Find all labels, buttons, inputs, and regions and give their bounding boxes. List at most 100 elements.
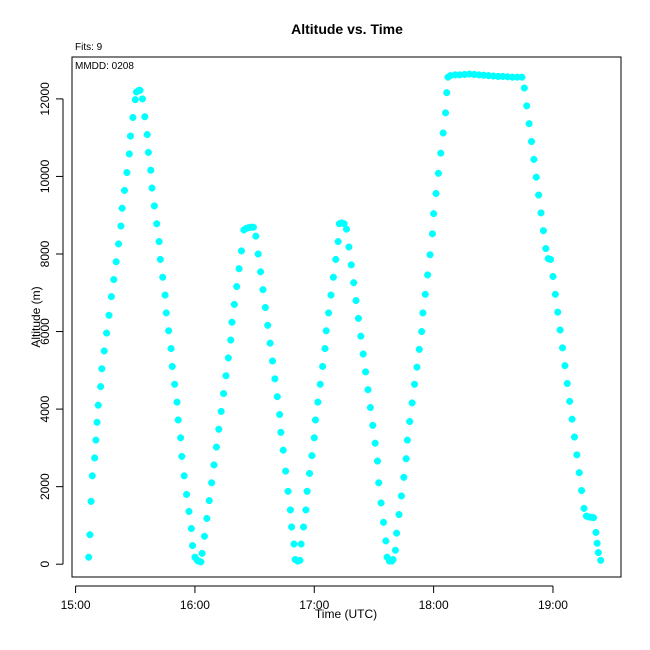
data-point <box>297 540 305 548</box>
data-point <box>161 291 169 299</box>
data-point <box>112 258 120 266</box>
data-point <box>103 329 111 337</box>
data-point <box>224 354 232 362</box>
y-axis: 0 2000 4000 6000 8000 10000 12000 <box>38 82 64 568</box>
data-point <box>327 291 335 299</box>
data-point <box>391 546 399 554</box>
data-point <box>136 86 144 94</box>
x-axis: 15:00 16:00 17:00 18:00 19:00 <box>61 585 568 612</box>
data-point <box>87 497 95 505</box>
data-points <box>85 70 605 566</box>
data-point <box>525 120 533 128</box>
data-point <box>183 490 191 498</box>
data-point <box>403 436 411 444</box>
data-point <box>288 523 296 531</box>
data-point <box>554 308 562 316</box>
data-point <box>259 286 267 294</box>
data-point <box>141 113 149 121</box>
data-point <box>428 230 436 238</box>
data-point <box>578 486 586 495</box>
data-point <box>92 436 100 444</box>
data-point <box>418 327 426 336</box>
data-point <box>563 379 571 388</box>
data-point <box>369 421 377 429</box>
data-point <box>107 293 115 301</box>
data-point <box>408 399 416 407</box>
data-point <box>350 279 358 287</box>
data-point <box>402 455 410 463</box>
data-point <box>352 296 360 305</box>
data-point <box>558 344 567 352</box>
data-point <box>174 416 182 424</box>
data-point <box>393 529 401 537</box>
data-point <box>86 531 94 539</box>
data-point <box>105 311 113 319</box>
data-point <box>284 487 292 495</box>
data-point <box>197 558 205 566</box>
data-point <box>205 497 213 505</box>
data-point <box>530 155 538 163</box>
data-point <box>325 309 333 317</box>
data-point <box>100 347 108 355</box>
data-point <box>561 362 569 370</box>
data-point <box>597 556 605 564</box>
data-point <box>357 332 365 340</box>
data-point <box>131 96 139 104</box>
data-point <box>110 276 118 284</box>
data-point <box>382 537 390 545</box>
data-point <box>187 524 195 533</box>
data-point <box>371 439 379 447</box>
data-point <box>345 243 353 251</box>
data-point <box>215 425 223 433</box>
data-point <box>208 479 216 487</box>
data-point <box>397 492 405 500</box>
data-point <box>271 375 279 383</box>
data-point <box>98 365 106 373</box>
data-point <box>310 434 318 442</box>
data-point <box>395 511 403 519</box>
data-point <box>311 416 320 424</box>
data-point <box>264 321 272 329</box>
data-point <box>308 452 316 460</box>
data-point <box>167 345 175 353</box>
data-point <box>173 398 181 406</box>
data-point <box>415 345 423 353</box>
data-point <box>556 326 564 334</box>
data-point <box>426 251 434 259</box>
data-point <box>159 273 167 281</box>
data-point <box>359 350 367 358</box>
data-point <box>94 401 102 409</box>
data-point <box>342 225 351 233</box>
x-tick-label: 15:00 <box>61 598 91 612</box>
data-point <box>155 238 163 246</box>
data-point <box>296 556 304 564</box>
data-point <box>347 261 355 269</box>
data-point <box>168 362 176 370</box>
data-point <box>120 186 129 194</box>
data-point <box>366 403 374 412</box>
data-point <box>354 314 362 322</box>
data-point <box>188 542 197 550</box>
data-point <box>322 327 330 335</box>
data-point <box>303 487 311 495</box>
data-point <box>413 363 421 371</box>
data-point <box>520 84 528 92</box>
data-point <box>237 247 246 255</box>
data-point <box>126 132 135 140</box>
data-point <box>222 372 230 380</box>
chart-title: Altitude vs. Time <box>291 21 403 37</box>
data-point <box>129 113 137 122</box>
data-point <box>593 539 601 547</box>
x-tick-label: 17:00 <box>299 598 329 612</box>
data-point <box>527 137 536 146</box>
data-point <box>118 204 126 212</box>
data-point <box>321 345 329 353</box>
data-point <box>198 549 206 557</box>
data-point <box>542 245 550 253</box>
data-point <box>532 173 540 181</box>
y-tick-label: 0 <box>38 561 52 568</box>
data-point <box>377 499 385 507</box>
data-point <box>590 514 598 522</box>
data-point <box>261 303 269 312</box>
